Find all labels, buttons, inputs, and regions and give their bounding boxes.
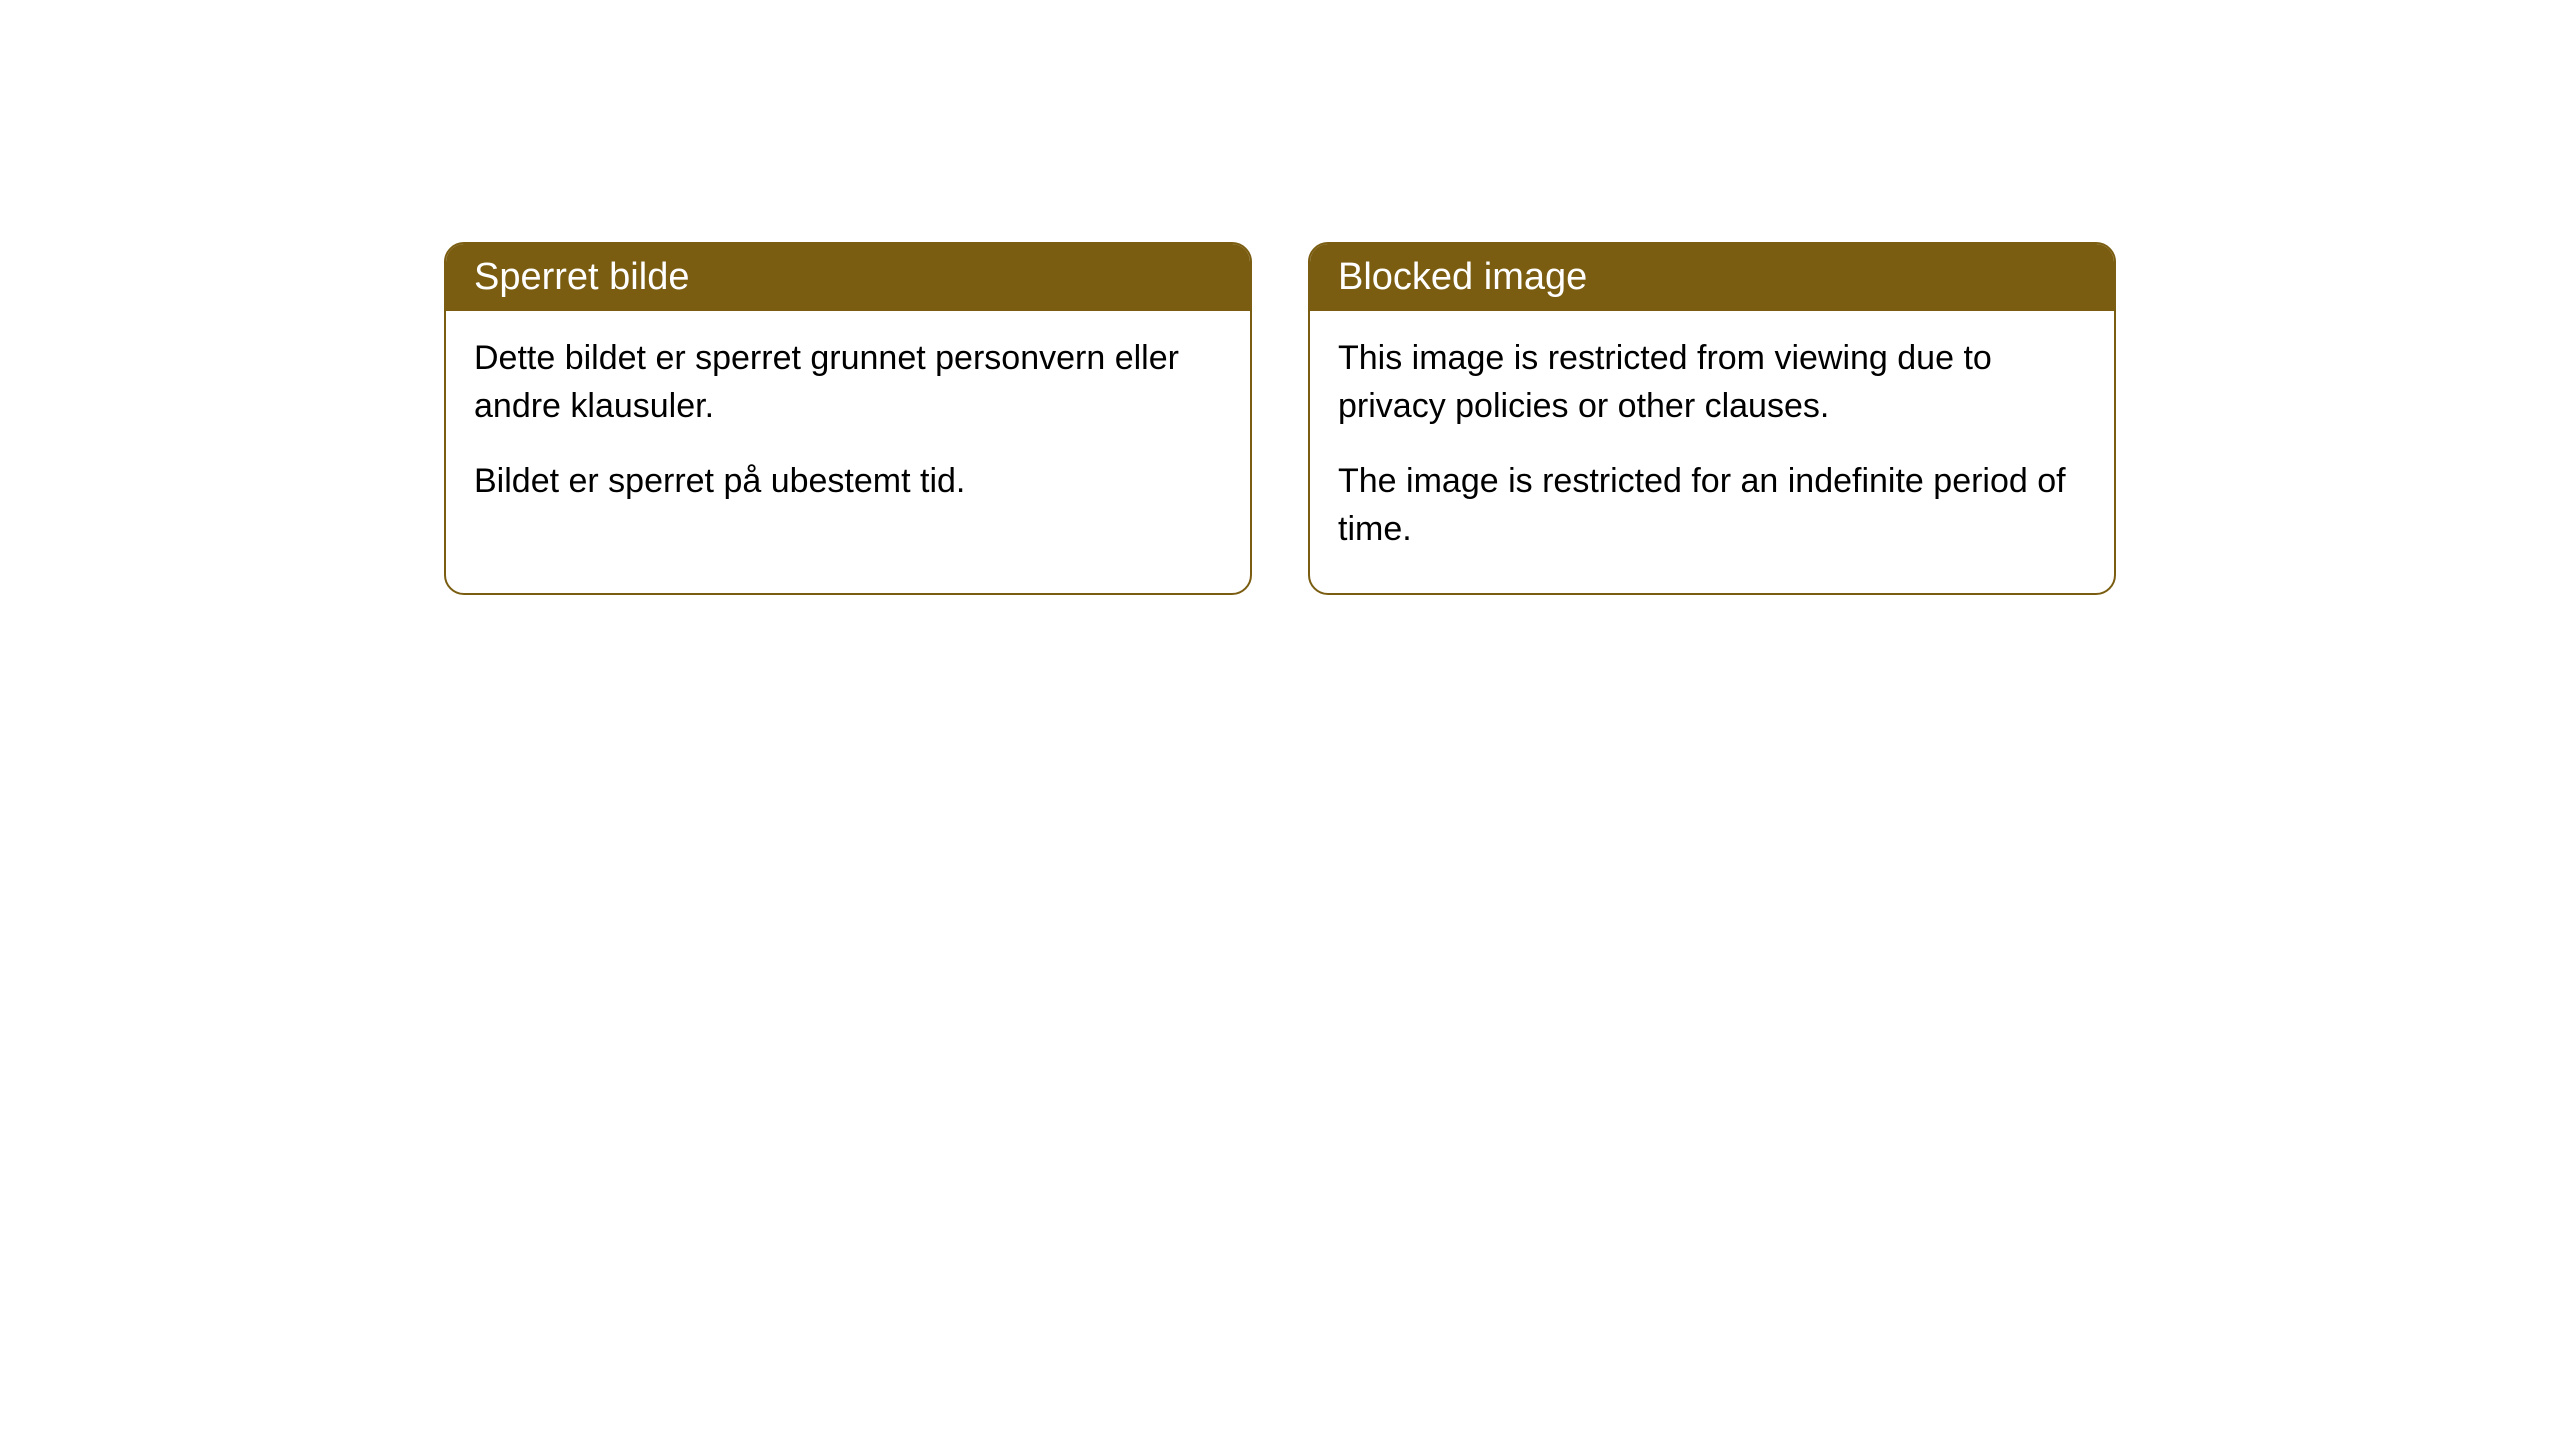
card-paragraph-english-1: This image is restricted from viewing du… xyxy=(1338,335,2086,430)
card-body-norwegian: Dette bildet er sperret grunnet personve… xyxy=(446,311,1250,546)
card-title-norwegian: Sperret bilde xyxy=(474,256,689,298)
card-header-english: Blocked image xyxy=(1310,244,2114,311)
card-paragraph-norwegian-1: Dette bildet er sperret grunnet personve… xyxy=(474,335,1222,430)
card-title-english: Blocked image xyxy=(1338,256,1587,298)
card-paragraph-norwegian-2: Bildet er sperret på ubestemt tid. xyxy=(474,458,1222,506)
card-header-norwegian: Sperret bilde xyxy=(446,244,1250,311)
card-norwegian: Sperret bilde Dette bildet er sperret gr… xyxy=(444,242,1252,595)
card-english: Blocked image This image is restricted f… xyxy=(1308,242,2116,595)
cards-container: Sperret bilde Dette bildet er sperret gr… xyxy=(0,242,2560,595)
card-body-english: This image is restricted from viewing du… xyxy=(1310,311,2114,593)
card-paragraph-english-2: The image is restricted for an indefinit… xyxy=(1338,458,2086,553)
